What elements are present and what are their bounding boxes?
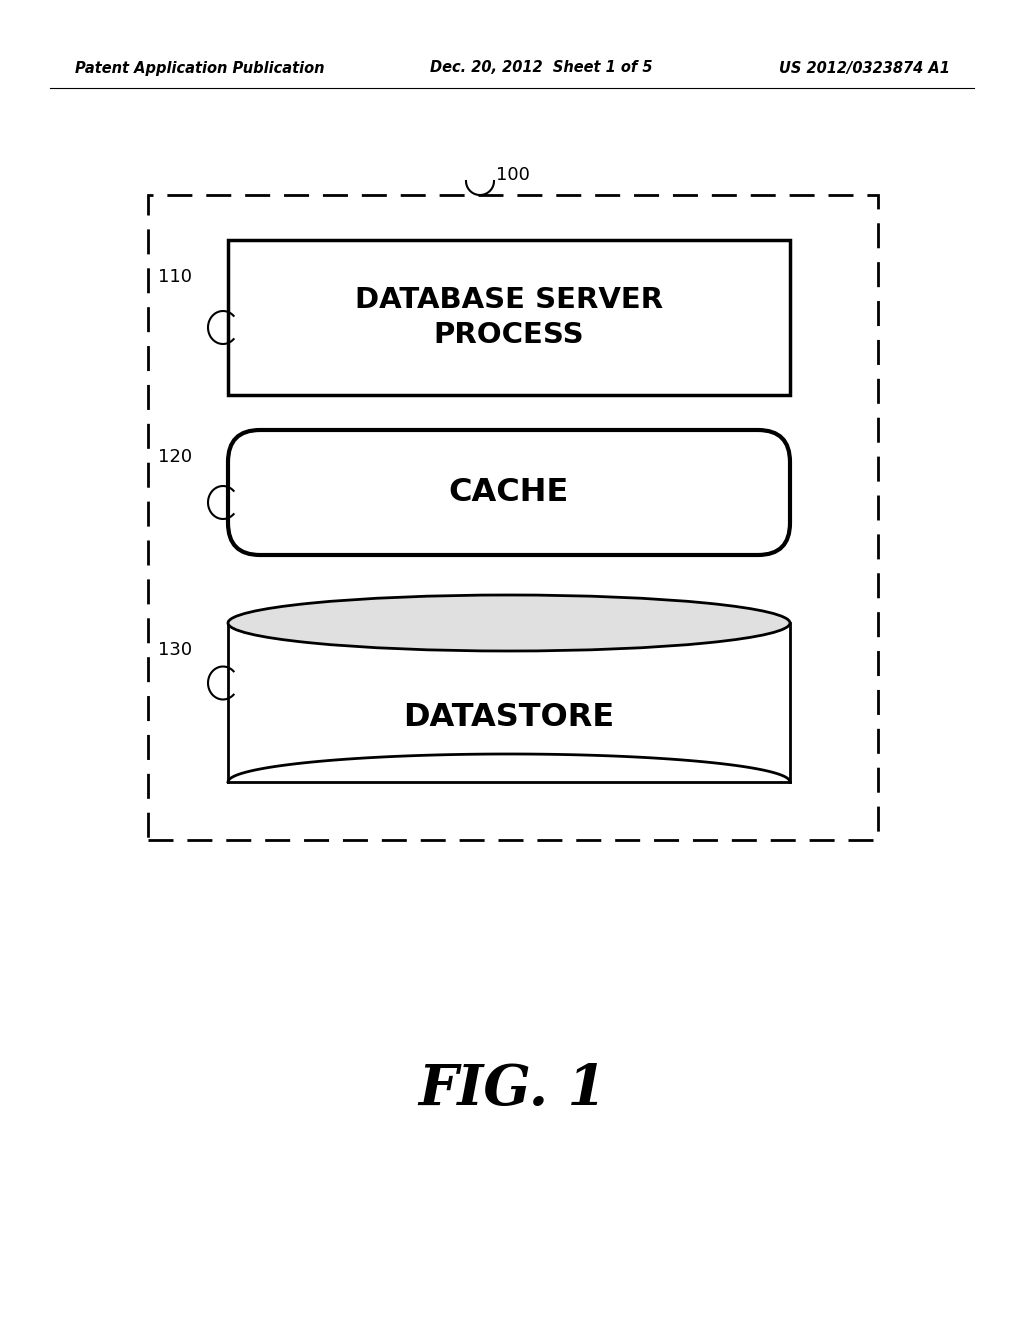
Text: FIG. 1: FIG. 1 [418, 1063, 606, 1118]
Text: DATASTORE: DATASTORE [403, 702, 614, 733]
Bar [148, 195, 878, 840]
Bar [228, 595, 790, 781]
Text: 120: 120 [158, 447, 193, 466]
Bar [228, 240, 790, 395]
Text: Dec. 20, 2012  Sheet 1 of 5: Dec. 20, 2012 Sheet 1 of 5 [430, 61, 652, 75]
Text: 110: 110 [158, 268, 193, 286]
Text: 130: 130 [158, 642, 193, 659]
Text: 100: 100 [496, 166, 529, 183]
Text: Patent Application Publication: Patent Application Publication [75, 61, 325, 75]
Ellipse shape [228, 595, 790, 651]
Text: CACHE: CACHE [449, 477, 569, 508]
Text: DATABASE SERVER
PROCESS: DATABASE SERVER PROCESS [355, 286, 664, 348]
Text: US 2012/0323874 A1: US 2012/0323874 A1 [779, 61, 950, 75]
